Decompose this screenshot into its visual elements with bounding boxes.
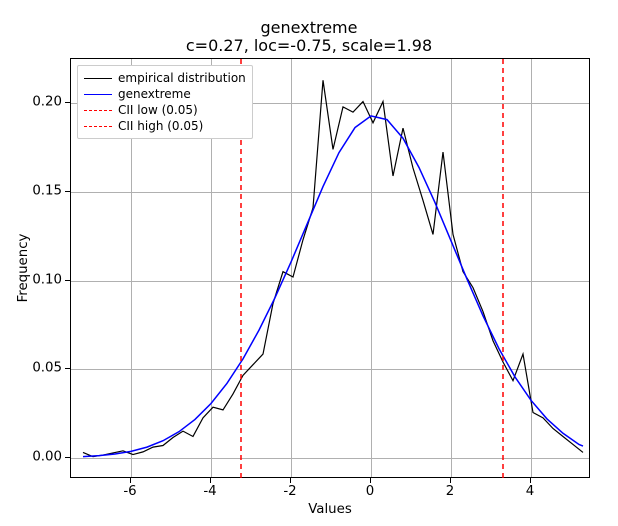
x-tick-label: 0 bbox=[366, 484, 374, 499]
y-tick-label: 0.10 bbox=[32, 272, 62, 287]
y-tick-label: 0.20 bbox=[32, 95, 62, 110]
x-tick-label: -2 bbox=[283, 484, 296, 499]
plot-area: empirical distribution genextreme CII low … bbox=[70, 58, 590, 478]
series-line bbox=[83, 116, 583, 457]
legend-label: empirical distribution bbox=[118, 71, 246, 85]
y-axis-label: Frequency bbox=[16, 234, 31, 303]
x-axis-label: Values bbox=[70, 502, 590, 517]
figure: genextreme c=0.27, loc=-0.75, scale=1.98… bbox=[0, 0, 618, 526]
x-tick-label: -4 bbox=[203, 484, 216, 499]
legend-item: CII high (0.05) bbox=[84, 118, 246, 134]
legend-label: CII high (0.05) bbox=[118, 119, 203, 133]
legend: empirical distribution genextreme CII low … bbox=[77, 65, 253, 139]
chart-title: genextreme bbox=[0, 18, 618, 37]
legend-item: genextreme bbox=[84, 86, 246, 102]
x-tick-label: 2 bbox=[446, 484, 454, 499]
legend-label: genextreme bbox=[118, 87, 191, 101]
y-tick-label: 0.00 bbox=[32, 449, 62, 464]
legend-label: CII low (0.05) bbox=[118, 103, 198, 117]
y-tick-label: 0.15 bbox=[32, 183, 62, 198]
legend-item: empirical distribution bbox=[84, 70, 246, 86]
x-tick-label: -6 bbox=[123, 484, 136, 499]
x-tick-label: 4 bbox=[526, 484, 534, 499]
chart-subtitle: c=0.27, loc=-0.75, scale=1.98 bbox=[0, 36, 618, 55]
y-tick-label: 0.05 bbox=[32, 361, 62, 376]
legend-item: CII low (0.05) bbox=[84, 102, 246, 118]
